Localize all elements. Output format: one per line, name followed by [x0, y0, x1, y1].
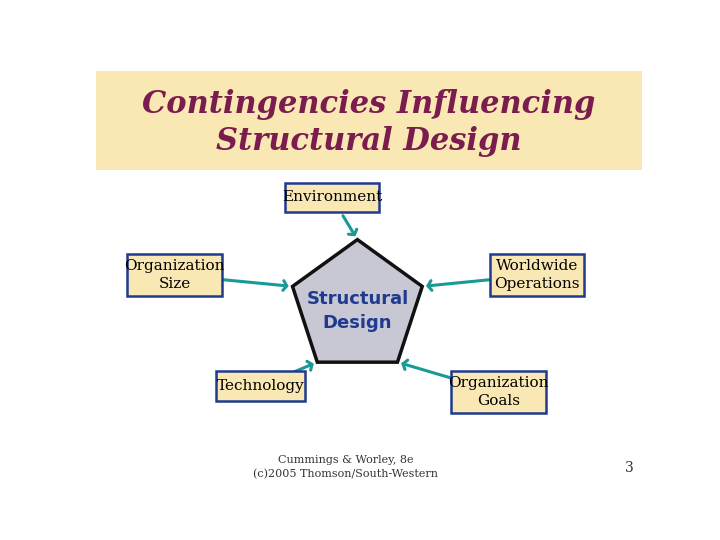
Text: Contingencies Influencing: Contingencies Influencing — [143, 89, 595, 120]
Text: Structural
Design: Structural Design — [306, 291, 408, 332]
Polygon shape — [292, 240, 422, 362]
Text: Structural Design: Structural Design — [216, 126, 522, 158]
Text: Organization
Size: Organization Size — [125, 259, 225, 291]
FancyBboxPatch shape — [284, 183, 379, 212]
Text: Environment: Environment — [282, 190, 382, 204]
FancyBboxPatch shape — [451, 372, 546, 413]
Text: Technology: Technology — [217, 379, 305, 393]
FancyBboxPatch shape — [127, 254, 222, 296]
Text: 3: 3 — [625, 461, 634, 475]
FancyBboxPatch shape — [490, 254, 585, 296]
Text: Worldwide
Operations: Worldwide Operations — [495, 259, 580, 291]
Text: Cummings & Worley, 8e
(c)2005 Thomson/South-Western: Cummings & Worley, 8e (c)2005 Thomson/So… — [253, 455, 438, 479]
FancyBboxPatch shape — [96, 71, 642, 170]
Text: Organization
Goals: Organization Goals — [448, 376, 549, 408]
FancyBboxPatch shape — [216, 372, 305, 401]
